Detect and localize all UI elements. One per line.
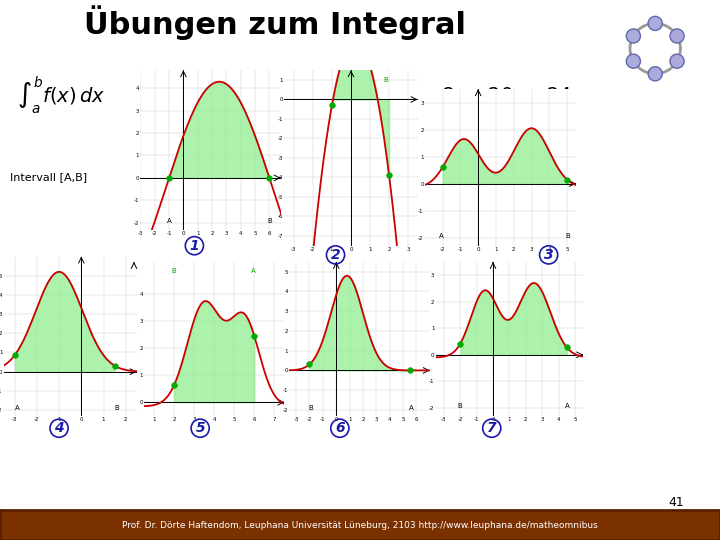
Text: B: B	[308, 405, 313, 411]
Text: 5: 5	[195, 421, 205, 435]
Text: Übungen zum Integral: Übungen zum Integral	[84, 5, 467, 40]
Text: A: A	[14, 405, 19, 411]
Text: 6: 6	[335, 421, 345, 435]
Text: B: B	[267, 218, 271, 224]
Circle shape	[648, 67, 662, 81]
Text: A: A	[565, 403, 570, 409]
Text: 3: 3	[544, 248, 554, 262]
Text: Prof. Dr. Dörte Haftendom, Leuphana Universität Lüneburg, 2103 http://www.leupha: Prof. Dr. Dörte Haftendom, Leuphana Univ…	[122, 521, 598, 530]
Text: B: B	[383, 77, 387, 83]
Text: 1: 1	[189, 239, 199, 253]
Text: mögliche Werte: mögliche Werte	[426, 125, 513, 135]
Circle shape	[670, 54, 684, 68]
Circle shape	[670, 29, 684, 43]
Text: $\int_a^b f(x)\,dx$: $\int_a^b f(x)\,dx$	[17, 75, 105, 117]
Text: A: A	[439, 233, 444, 239]
Text: B: B	[457, 403, 462, 409]
Text: A: A	[251, 268, 256, 274]
Text: B: B	[171, 268, 176, 274]
Text: A: A	[408, 405, 413, 411]
Text: 2: 2	[330, 248, 341, 262]
Text: $\pm 8, \pm 20, \pm 24$: $\pm 8, \pm 20, \pm 24$	[426, 85, 572, 105]
Text: Intervall [A,B]: Intervall [A,B]	[10, 172, 87, 182]
Text: 4: 4	[54, 421, 64, 435]
Text: B: B	[565, 233, 570, 239]
Text: 41: 41	[668, 496, 684, 509]
Text: A: A	[166, 218, 171, 224]
Text: B: B	[114, 405, 120, 411]
Circle shape	[626, 29, 640, 43]
Text: 7: 7	[487, 421, 497, 435]
Circle shape	[626, 54, 640, 68]
Circle shape	[648, 16, 662, 30]
